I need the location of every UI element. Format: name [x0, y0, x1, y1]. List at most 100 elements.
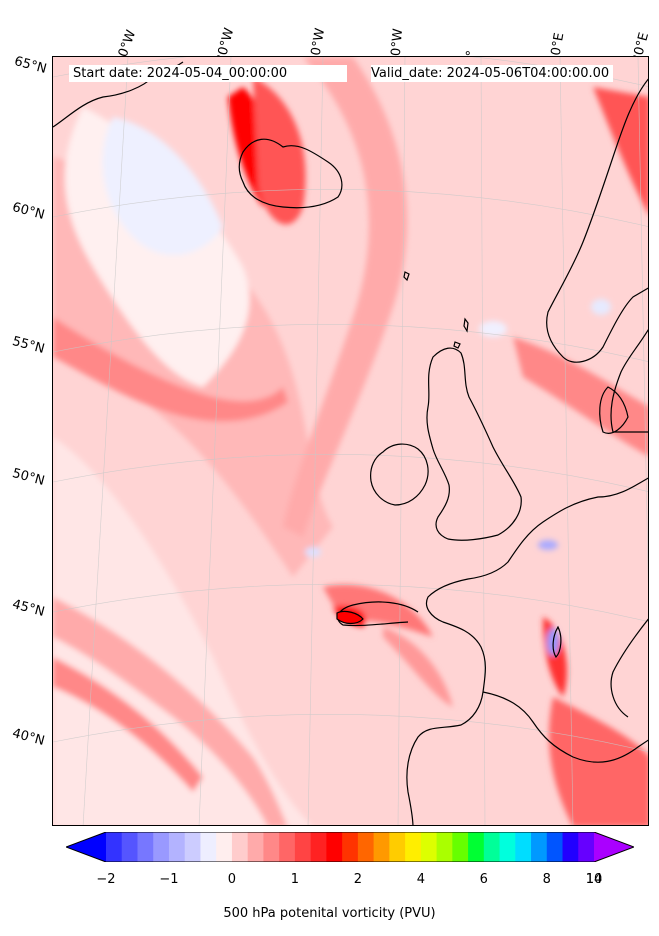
colorbar-segment	[483, 832, 501, 862]
colorbar-tick-label: −1	[159, 872, 179, 887]
field-band	[102, 117, 223, 256]
field-band	[53, 317, 288, 422]
colorbar-svg	[64, 831, 636, 863]
gridline	[307, 57, 324, 825]
colorbar-segment	[405, 832, 422, 862]
field-bands	[53, 57, 648, 825]
colorbar-title: 500 hPa potenital vorticity (PVU)	[223, 906, 436, 921]
gridline	[559, 57, 574, 825]
colorbar-extend-min	[66, 832, 106, 862]
coastline-ireland	[370, 443, 429, 506]
colorbar-segment	[436, 832, 453, 862]
field-band	[593, 87, 648, 214]
coastline-mediterranean	[482, 691, 648, 763]
colorbar-segment	[420, 832, 438, 862]
colorbar-segment	[200, 832, 217, 862]
map-panel: Start date: 2024-05-04_00:00:00 Valid_da…	[52, 56, 649, 826]
colorbar-segment	[153, 832, 170, 862]
field-band	[283, 57, 408, 537]
field-band	[253, 77, 306, 225]
gridline	[480, 57, 486, 825]
coastline-faroe	[403, 271, 410, 282]
lat-label: 60°N	[10, 200, 47, 223]
coastline-continent	[406, 477, 648, 825]
colorbar-segment	[357, 832, 375, 862]
colorbar-tick-label: 1	[290, 872, 300, 887]
negative-pv-spot	[305, 547, 321, 557]
field-band	[513, 337, 648, 456]
field-band	[53, 437, 312, 825]
coastline-italy	[610, 618, 648, 718]
negative-pv-spot	[591, 299, 611, 315]
colorbar-tick-label: 4	[416, 872, 425, 887]
colorbar-segment	[499, 832, 516, 862]
start-date-label: Start date: 2024-05-04_00:00:00	[69, 65, 348, 82]
coastline-iceland	[238, 138, 343, 209]
gridline	[53, 584, 648, 622]
colorbar-segment	[389, 832, 406, 862]
valid-date-label: Valid_date: 2024-05-06T04:00:00.00	[371, 65, 614, 82]
colorbar-segment	[294, 832, 312, 862]
field-band	[549, 697, 648, 825]
coastlines	[53, 61, 648, 825]
lat-label: 65°N	[12, 54, 49, 77]
lat-label: 40°N	[10, 726, 47, 749]
negative-pv-spot	[479, 321, 507, 337]
field-band	[323, 584, 433, 637]
colorbar-segment	[578, 832, 595, 862]
field-band	[53, 597, 288, 825]
coastline-denmark	[599, 386, 629, 434]
colorbar-segment	[279, 832, 296, 862]
gridline	[82, 57, 129, 825]
field-band	[53, 657, 203, 792]
coastline-shetland	[463, 317, 469, 333]
colorbar-tick-label: −2	[96, 872, 116, 887]
colorbar-segment	[247, 832, 264, 862]
colorbar-tick-label: 6	[479, 872, 488, 887]
colorbar-segment	[310, 832, 327, 862]
colorbar-extend-max	[594, 832, 634, 862]
colorbar-segment	[546, 832, 564, 862]
gridline	[198, 57, 232, 825]
negative-pv-spot	[538, 540, 558, 550]
field-band	[383, 627, 453, 707]
colorbar-segment	[137, 832, 154, 862]
gridline	[53, 324, 648, 362]
colorbar-segment	[562, 832, 579, 862]
gridline	[637, 57, 648, 586]
contour-max	[336, 610, 364, 625]
colorbar-segment	[263, 832, 280, 862]
pv-field-map	[53, 57, 648, 825]
gridline	[53, 454, 648, 492]
colorbar-segment	[184, 832, 201, 862]
colorbar-segment	[342, 832, 359, 862]
gridlines	[53, 57, 648, 825]
colorbar-segment	[468, 832, 485, 862]
lat-label: 45°N	[10, 597, 47, 620]
coastline-norway	[546, 78, 648, 363]
coastline-corsica	[552, 625, 562, 658]
colorbar-segment	[231, 832, 249, 862]
lat-label: 50°N	[10, 466, 47, 489]
colorbar-tick-label: 14	[585, 872, 603, 887]
colorbar-segment	[373, 832, 390, 862]
coastline-gb	[426, 347, 522, 541]
gridline	[397, 57, 406, 825]
lat-label: 55°N	[10, 334, 47, 357]
colorbar-tick-label: 0	[227, 872, 237, 887]
colorbar-tick-label: 2	[353, 872, 362, 887]
gridline	[53, 189, 648, 227]
colorbar-segment	[106, 832, 123, 862]
colorbar-segment	[326, 832, 343, 862]
colorbar-segment	[452, 832, 469, 862]
coastline-sweden	[610, 329, 648, 433]
colorbar-tick-label: 8	[542, 872, 551, 887]
colorbar-segment	[216, 832, 233, 862]
colorbar-segment	[531, 832, 548, 862]
colorbar-segment	[515, 832, 532, 862]
colorbar	[64, 831, 636, 863]
colorbar-segment	[168, 832, 186, 862]
coastline-orkney	[453, 341, 461, 349]
colorbar-tick-label: 10	[585, 872, 603, 887]
colorbar-segment	[121, 832, 138, 862]
